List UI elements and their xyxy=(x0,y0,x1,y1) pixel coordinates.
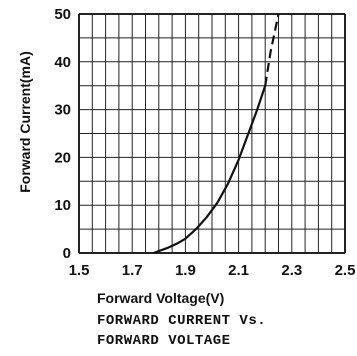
y-tick-label: 40 xyxy=(54,54,71,71)
x-axis-label: Forward Voltage(V) xyxy=(97,290,224,306)
y-tick-label: 30 xyxy=(54,102,71,119)
iv-curve-dashed xyxy=(264,13,280,86)
y-tick-labels: 0 10 20 30 40 50 xyxy=(54,6,71,262)
x-tick-label: 1.7 xyxy=(122,262,143,279)
chart-curves xyxy=(153,13,280,255)
y-tick-label: 10 xyxy=(54,197,71,214)
chart-title-line-1: FORWARD CURRENT Vs. xyxy=(97,313,266,329)
y-tick-label: 0 xyxy=(63,245,71,262)
x-tick-labels: 1.5 1.7 1.9 2.1 2.3 2.5 xyxy=(69,262,356,279)
x-tick-label: 1.9 xyxy=(175,262,196,279)
y-tick-label: 50 xyxy=(54,6,71,23)
x-tick-label: 2.1 xyxy=(228,262,249,279)
x-tick-label: 2.5 xyxy=(335,262,356,279)
y-axis-label: Forward Current(mA) xyxy=(17,51,33,193)
y-tick-label: 20 xyxy=(54,149,71,166)
chart-grid xyxy=(78,13,346,254)
iv-curve-solid xyxy=(153,85,267,255)
x-tick-label: 2.3 xyxy=(281,262,302,279)
chart-title-line-2: FORWARD VOLTAGE xyxy=(97,333,231,349)
x-tick-label: 1.5 xyxy=(69,262,90,279)
